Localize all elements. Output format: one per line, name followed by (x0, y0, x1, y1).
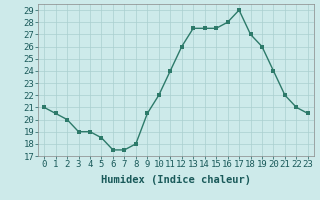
X-axis label: Humidex (Indice chaleur): Humidex (Indice chaleur) (101, 175, 251, 185)
